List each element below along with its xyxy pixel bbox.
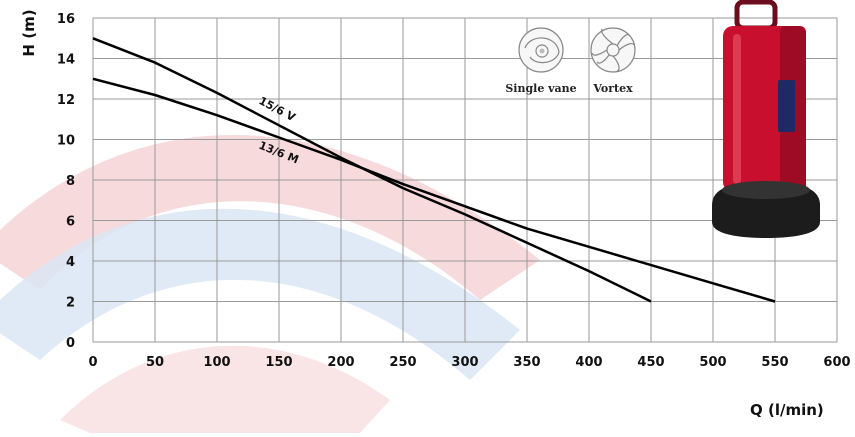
y-tick-label: 8 (66, 174, 75, 189)
x-tick-label: 300 (451, 355, 478, 370)
plot-frame (92, 17, 838, 343)
swoosh-red-lower (60, 345, 390, 433)
background-swoosh (0, 135, 540, 433)
x-tick-label: 600 (823, 355, 850, 370)
y-tick-label: 16 (57, 12, 75, 27)
x-tick-label: 0 (88, 355, 97, 370)
y-tick-label: 12 (57, 93, 75, 108)
y-tick-label: 2 (66, 296, 75, 311)
y-tick-label: 14 (57, 53, 75, 68)
tick-labels: 0 50 100 150 200 250 300 350 400 450 500 550 600 0 2 4 6… (57, 12, 851, 370)
x-tick-label: 100 (203, 355, 230, 370)
single-vane-label: Single vane (505, 82, 576, 95)
pump-body-highlight (733, 34, 741, 184)
swoosh-blue (0, 208, 520, 380)
x-tick-label: 250 (389, 355, 416, 370)
pump-product-image (712, 0, 820, 238)
x-tick-label: 150 (265, 355, 292, 370)
impeller-legend: Single vane Vortex (505, 27, 636, 95)
pump-label-plate (778, 80, 795, 132)
single-vane-icon (518, 27, 564, 73)
x-tick-label: 500 (699, 355, 726, 370)
swoosh-red (0, 135, 540, 300)
series-lines (92, 37, 776, 303)
y-tick-label: 6 (66, 215, 75, 230)
y-tick-label: 0 (66, 336, 75, 351)
pump-handle (734, 0, 778, 31)
vortex-icon (590, 27, 636, 73)
series-line-13-6-m (92, 77, 776, 303)
x-tick-label: 550 (761, 355, 788, 370)
vortex-label: Vortex (592, 82, 633, 95)
x-tick-label: 50 (146, 355, 164, 370)
x-tick-label: 400 (575, 355, 602, 370)
y-axis-title: H (m) (20, 9, 38, 56)
x-tick-label: 450 (637, 355, 664, 370)
y-tick-label: 10 (57, 134, 75, 149)
x-axis-title: Q (l/min) (750, 401, 824, 419)
x-tick-label: 350 (513, 355, 540, 370)
pump-base-rim (722, 181, 810, 199)
grid (92, 17, 838, 343)
x-tick-label: 200 (327, 355, 354, 370)
y-tick-label: 4 (66, 255, 75, 270)
